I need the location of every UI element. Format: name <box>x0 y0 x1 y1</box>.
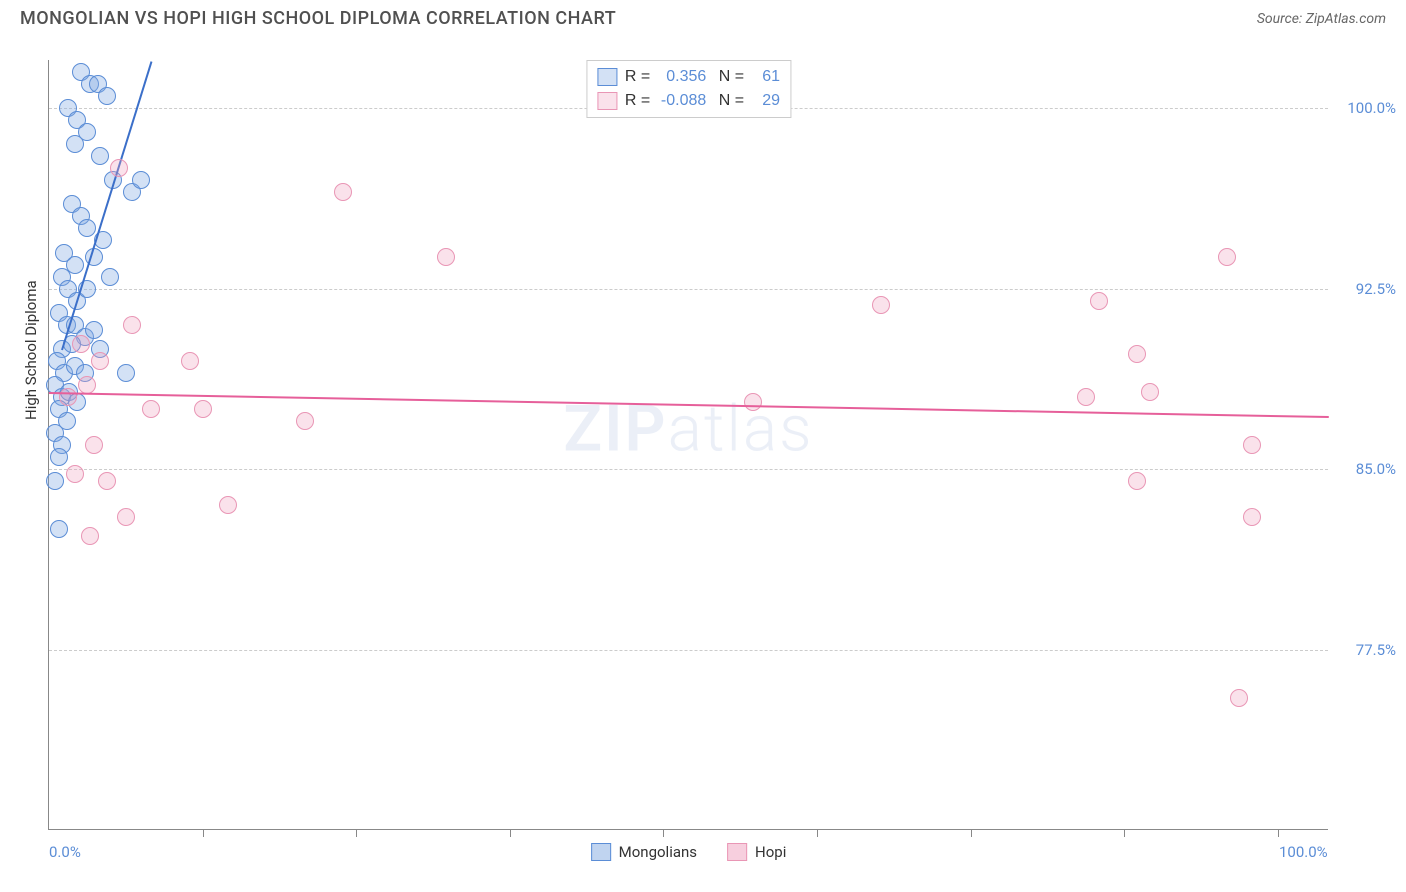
scatter-point <box>59 388 77 406</box>
scatter-point <box>1141 383 1159 401</box>
scatter-point <box>50 448 68 466</box>
stats-row: R = -0.088 N = 29 <box>597 89 780 113</box>
scatter-point <box>437 248 455 266</box>
n-label: N = <box>714 89 744 113</box>
scatter-point <box>66 135 84 153</box>
x-tick-mark <box>817 829 818 837</box>
scatter-point <box>1230 689 1248 707</box>
scatter-point <box>117 508 135 526</box>
scatter-point <box>132 171 150 189</box>
y-tick-label: 92.5% <box>1336 280 1396 298</box>
stats-row: R = 0.356 N = 61 <box>597 65 780 89</box>
scatter-point <box>181 352 199 370</box>
gridline <box>49 469 1328 470</box>
y-tick-label: 85.0% <box>1336 460 1396 478</box>
scatter-point <box>872 296 890 314</box>
y-tick-label: 77.5% <box>1336 641 1396 659</box>
n-value: 29 <box>752 89 780 113</box>
scatter-point <box>334 183 352 201</box>
x-tick-label: 100.0% <box>1279 843 1328 861</box>
r-value: 0.356 <box>658 65 706 89</box>
scatter-point <box>78 219 96 237</box>
scatter-point <box>101 268 119 286</box>
scatter-point <box>744 393 762 411</box>
scatter-point <box>194 400 212 418</box>
scatter-point <box>98 87 116 105</box>
y-tick-label: 100.0% <box>1336 99 1396 117</box>
bottom-legend: Mongolians Hopi <box>591 843 787 861</box>
header: MONGOLIAN VS HOPI HIGH SCHOOL DIPLOMA CO… <box>0 0 1406 33</box>
scatter-point <box>1218 248 1236 266</box>
legend-item: Mongolians <box>591 843 697 861</box>
stats-legend: R = 0.356 N = 61 R = -0.088 N = 29 <box>586 60 791 118</box>
x-tick-mark <box>971 829 972 837</box>
x-tick-mark <box>1124 829 1125 837</box>
scatter-point <box>91 352 109 370</box>
x-tick-mark <box>510 829 511 837</box>
scatter-point <box>296 412 314 430</box>
scatter-point <box>219 496 237 514</box>
scatter-point <box>1243 508 1261 526</box>
scatter-point <box>46 472 64 490</box>
scatter-point <box>72 335 90 353</box>
legend-swatch <box>727 843 747 861</box>
scatter-point <box>98 472 116 490</box>
x-tick-mark <box>203 829 204 837</box>
chart-plot-area: ZIPatlas 77.5%85.0%92.5%100.0%0.0%100.0%… <box>48 60 1328 830</box>
legend-item: Hopi <box>727 843 786 861</box>
scatter-point <box>1090 292 1108 310</box>
scatter-point <box>85 436 103 454</box>
x-tick-mark <box>356 829 357 837</box>
scatter-point <box>1243 436 1261 454</box>
legend-label: Mongolians <box>619 843 697 861</box>
legend-swatch <box>597 92 617 110</box>
scatter-point <box>78 376 96 394</box>
gridline <box>49 289 1328 290</box>
scatter-point <box>91 147 109 165</box>
gridline <box>49 650 1328 651</box>
x-tick-label: 0.0% <box>49 843 81 861</box>
source-label: Source: ZipAtlas.com <box>1257 11 1386 27</box>
legend-label: Hopi <box>755 843 786 861</box>
r-label: R = <box>625 89 650 113</box>
scatter-point <box>85 321 103 339</box>
chart-title: MONGOLIAN VS HOPI HIGH SCHOOL DIPLOMA CO… <box>20 8 616 29</box>
scatter-point <box>110 159 128 177</box>
r-value: -0.088 <box>658 89 706 113</box>
legend-swatch <box>591 843 611 861</box>
scatter-point <box>1128 472 1146 490</box>
scatter-point <box>81 527 99 545</box>
scatter-point <box>142 400 160 418</box>
n-value: 61 <box>752 65 780 89</box>
x-tick-mark <box>1278 829 1279 837</box>
scatter-point <box>123 316 141 334</box>
x-tick-mark <box>663 829 664 837</box>
legend-swatch <box>597 68 617 86</box>
scatter-point <box>117 364 135 382</box>
scatter-point <box>1128 345 1146 363</box>
trend-line <box>49 392 1329 418</box>
y-axis-label: High School Diploma <box>22 280 40 420</box>
scatter-point <box>1077 388 1095 406</box>
scatter-point <box>66 465 84 483</box>
scatter-point <box>50 520 68 538</box>
r-label: R = <box>625 65 650 89</box>
n-label: N = <box>714 65 744 89</box>
